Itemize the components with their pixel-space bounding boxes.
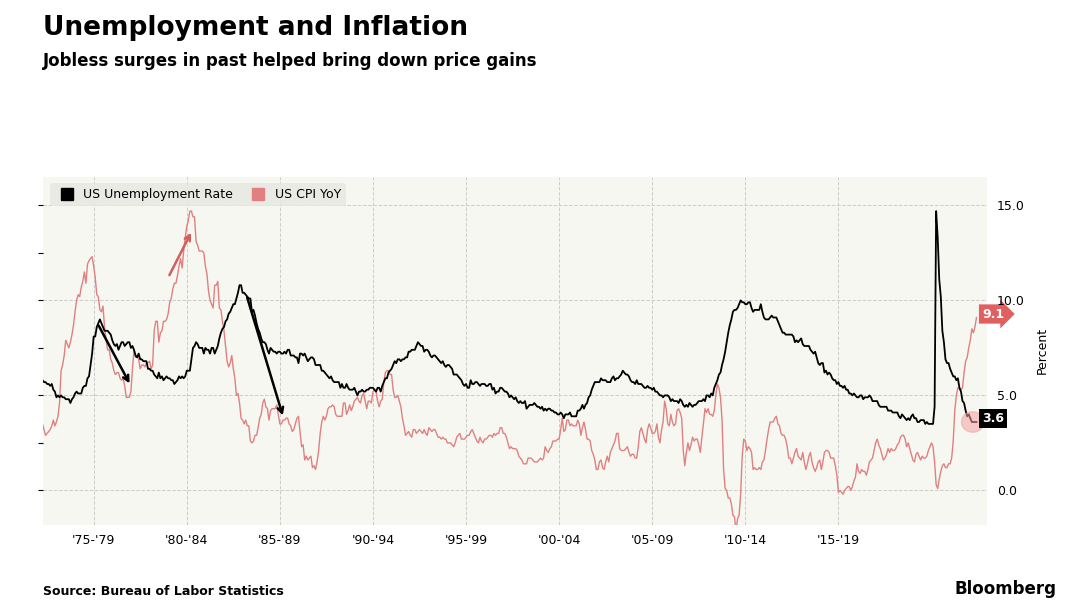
Text: 3.6: 3.6 [982, 412, 1004, 425]
Text: Bloomberg: Bloomberg [955, 580, 1057, 598]
Y-axis label: Percent: Percent [1036, 327, 1049, 375]
Text: 9.1: 9.1 [982, 307, 1005, 320]
Text: Jobless surges in past helped bring down price gains: Jobless surges in past helped bring down… [43, 52, 538, 70]
Ellipse shape [961, 412, 984, 432]
Legend: US Unemployment Rate, US CPI YoY: US Unemployment Rate, US CPI YoY [50, 183, 346, 206]
Text: Source: Bureau of Labor Statistics: Source: Bureau of Labor Statistics [43, 585, 284, 598]
Text: Unemployment and Inflation: Unemployment and Inflation [43, 15, 469, 41]
